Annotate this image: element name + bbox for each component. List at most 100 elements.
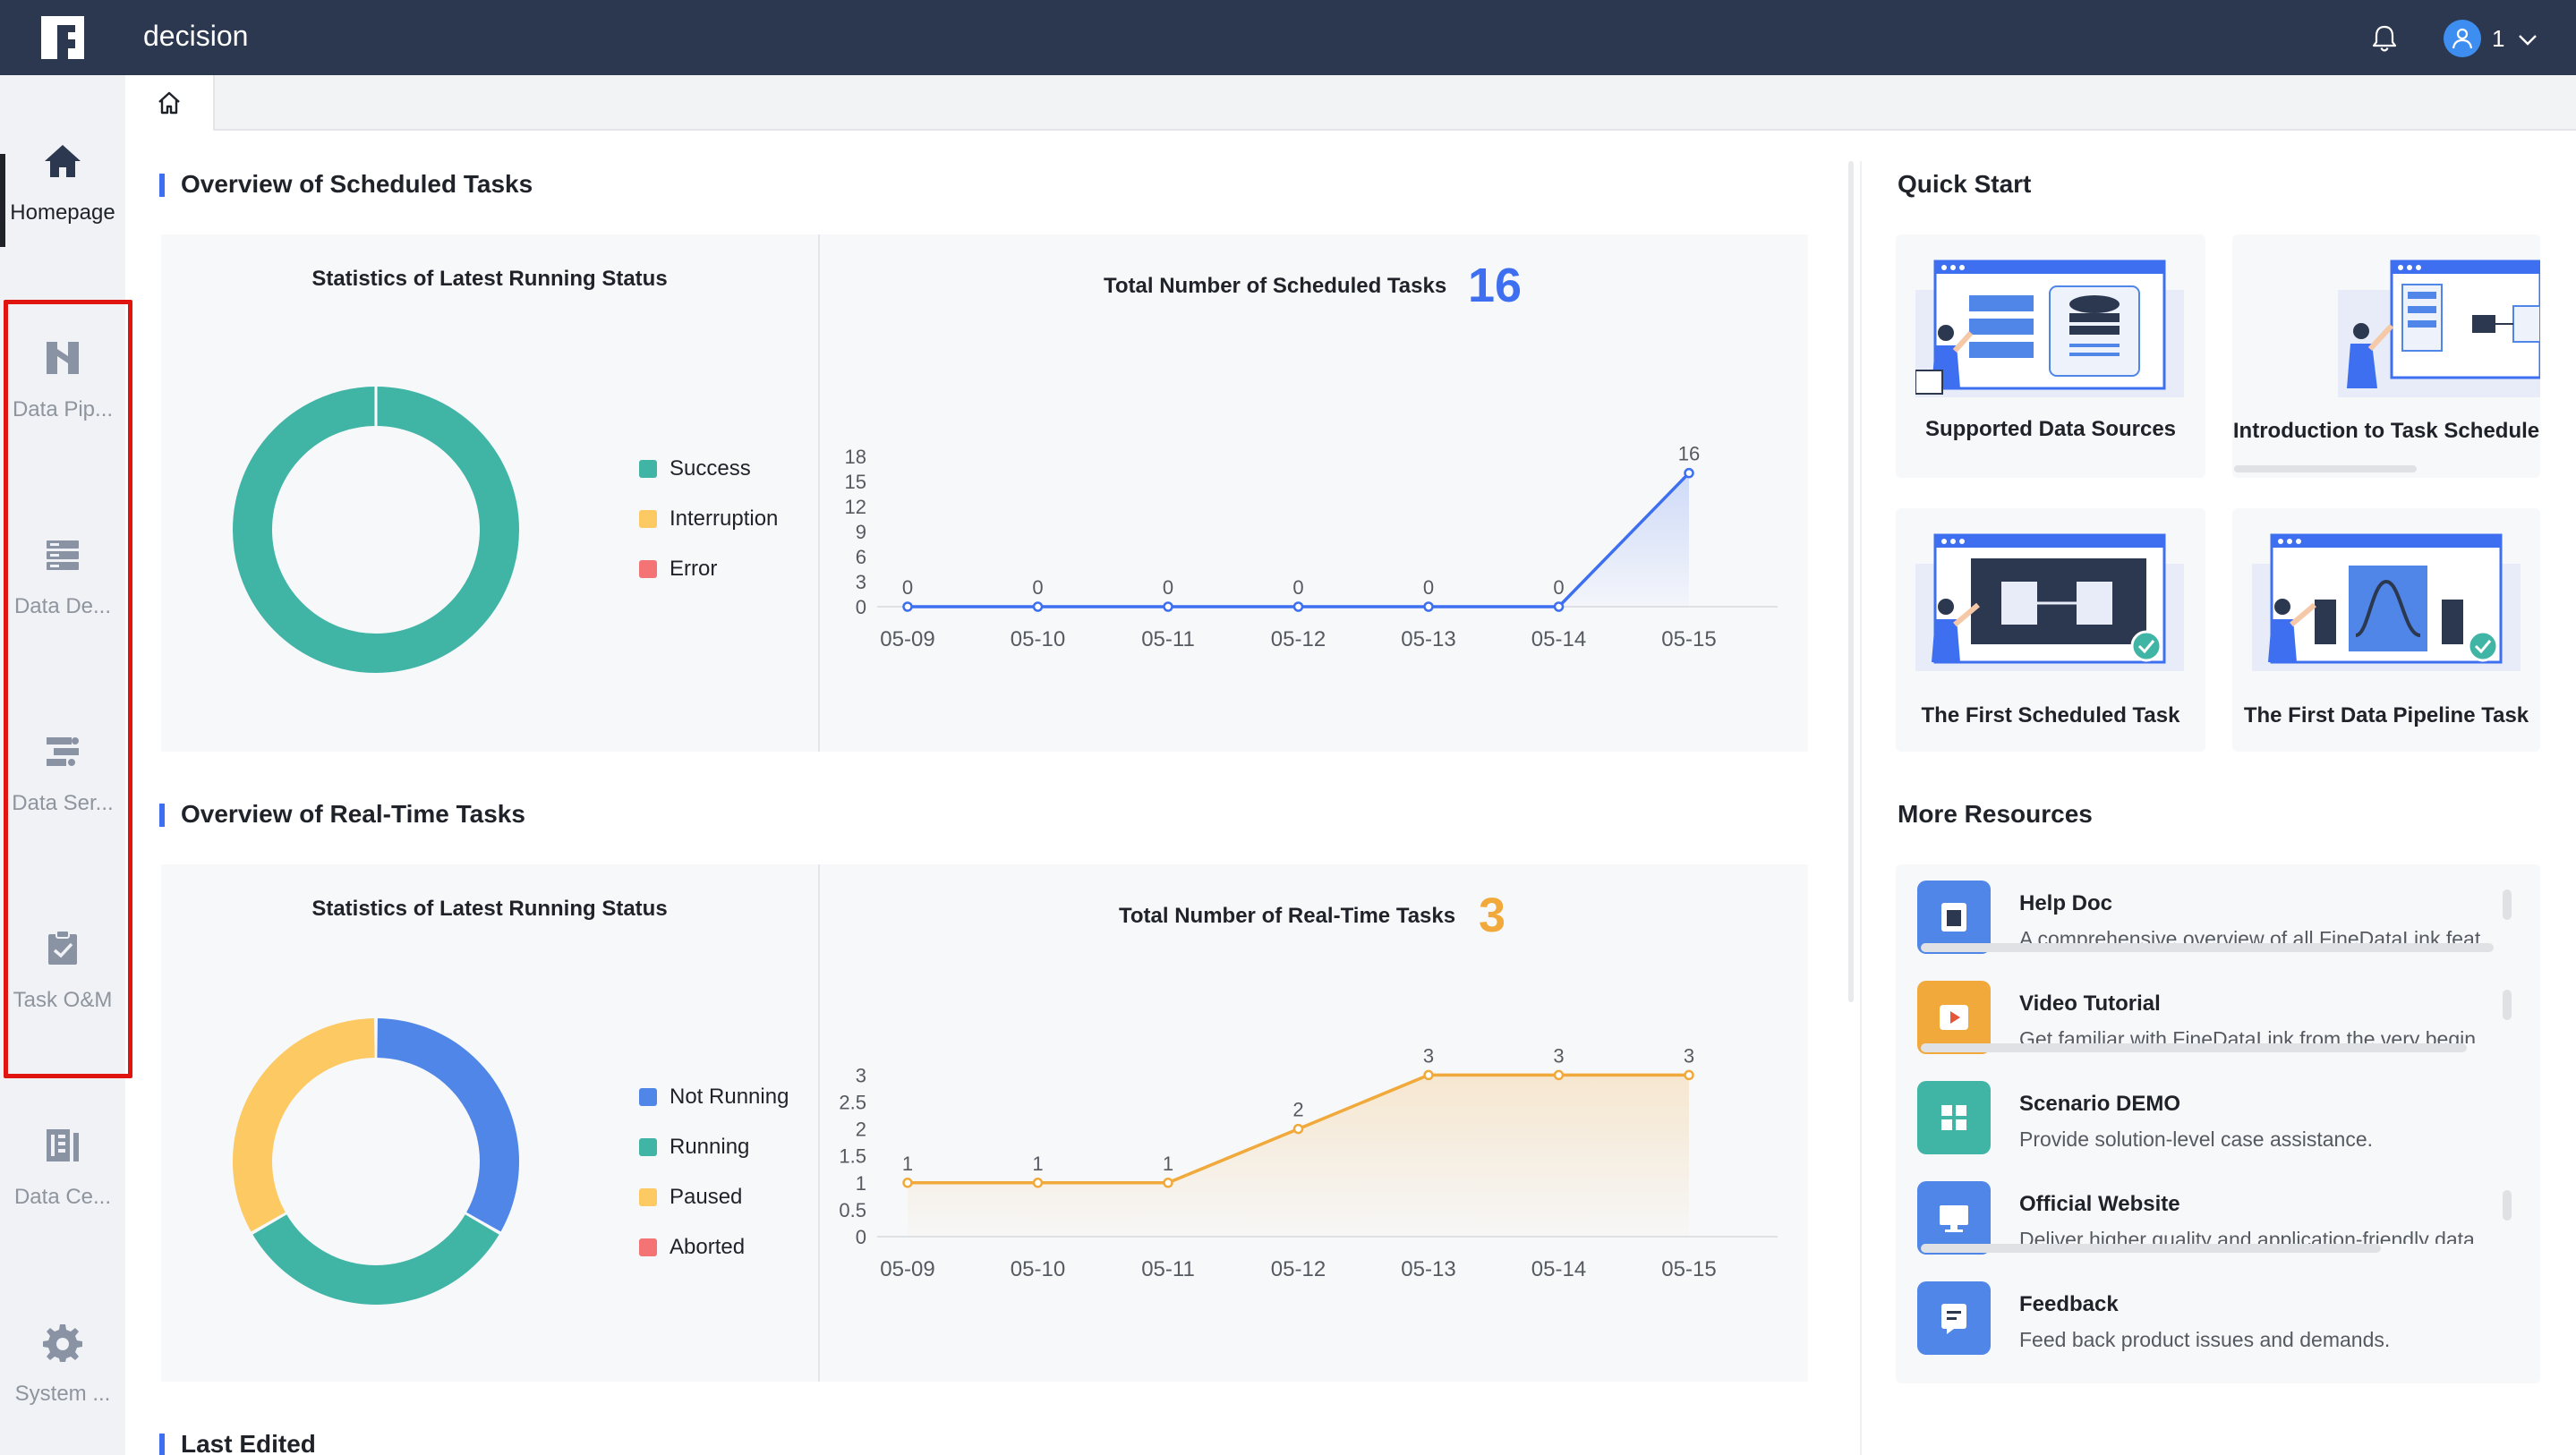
resource-title: Official Website: [2019, 1192, 2180, 1216]
legend-item-paused[interactable]: Paused: [639, 1185, 742, 1210]
donut-slice: [233, 387, 519, 673]
x-tick-label: 05-14: [1531, 1257, 1586, 1281]
data-point: [1553, 1069, 1565, 1081]
realtime-total-value: 3: [1479, 889, 1506, 942]
resource-title: Feedback: [2019, 1292, 2119, 1316]
resource-item-official-website[interactable]: Official Website Deliver higher quality …: [1896, 1165, 2540, 1265]
column-divider: [1860, 161, 1862, 1455]
data-point: [1163, 601, 1173, 612]
legend-swatch: [639, 1188, 657, 1206]
quick-start-card-first-pipeline-task[interactable]: The First Data Pipeline Task: [2232, 508, 2540, 752]
x-tick-label: 05-09: [880, 1257, 934, 1281]
data-point: [1163, 1178, 1173, 1188]
video-icon: [1917, 981, 1991, 1054]
realtime-panel: Statistics of Latest Running Status Not …: [161, 864, 1808, 1382]
quick-start-card-label: Introduction to Task Schedule: [2232, 419, 2540, 443]
legend-swatch: [639, 1138, 657, 1156]
grid-glyph: [1941, 1105, 1966, 1130]
donut-slice: [252, 1214, 499, 1305]
scheduled-line-chart: 0 3 6 9 12 15 18 05-09 05-10 05-11 05-12 05-13 05-14…: [845, 443, 1778, 651]
data-sources-illustration: [1915, 260, 2184, 397]
legend-label: Error: [670, 557, 718, 581]
data-point: [1684, 467, 1694, 479]
data-point: [1553, 601, 1565, 612]
quick-start-card-first-scheduled-task[interactable]: The First Scheduled Task: [1896, 508, 2205, 752]
sidebar-item-system[interactable]: System ...: [0, 1256, 125, 1435]
y-tick-label: 12: [845, 496, 866, 518]
logo-icon: [41, 16, 84, 59]
data-point: [1423, 1069, 1434, 1081]
data-label: 1: [902, 1153, 913, 1175]
y-tick-label: 9: [856, 521, 866, 543]
app-logo[interactable]: [0, 0, 125, 75]
resource-scrollbar-vertical[interactable]: [2503, 1190, 2512, 1221]
legend-swatch: [639, 1088, 657, 1106]
quick-start-card-data-sources[interactable]: Supported Data Sources: [1896, 234, 2205, 478]
legend-swatch: [639, 1238, 657, 1256]
bell-icon[interactable]: [2368, 21, 2401, 54]
legend-swatch: [639, 460, 657, 478]
section-title-last-edited: Last Edited: [159, 1430, 316, 1455]
legend-label: Interruption: [670, 506, 779, 531]
legend-item-running[interactable]: Running: [639, 1135, 749, 1160]
resource-item-feedback[interactable]: Feedback Feed back product issues and de…: [1896, 1265, 2540, 1366]
x-tick-label: 05-11: [1141, 1257, 1195, 1281]
resource-scrollbar[interactable]: [1921, 1244, 2381, 1253]
legend-label: Paused: [670, 1185, 743, 1209]
sidebar-item-data-development[interactable]: Data De...: [0, 469, 125, 648]
y-tick-label: 3: [856, 1064, 866, 1086]
chevron-down-icon[interactable]: [2515, 27, 2540, 52]
legend-item-not-running[interactable]: Not Running: [639, 1085, 789, 1110]
resource-scrollbar[interactable]: [1921, 1043, 2467, 1052]
legend-label: Success: [670, 456, 751, 481]
user-avatar[interactable]: [2444, 20, 2481, 57]
data-development-icon: [47, 540, 79, 570]
sidebar-item-task-om[interactable]: Task O&M: [0, 863, 125, 1042]
card-scrollbar[interactable]: [2234, 465, 2417, 472]
resource-scrollbar[interactable]: [1921, 943, 2494, 952]
quick-start-card-task-schedule[interactable]: Introduction to Task Schedule: [2232, 234, 2540, 478]
user-icon: [2452, 28, 2473, 49]
main-scrollbar[interactable]: [1848, 161, 1854, 1002]
x-tick-label: 05-10: [1011, 1257, 1065, 1281]
sidebar-item-data-pipeline[interactable]: Data Pip...: [0, 272, 125, 451]
donut-chart-slices: [233, 1018, 519, 1305]
legend-label: Aborted: [670, 1235, 746, 1259]
legend-label: Running: [670, 1135, 750, 1159]
video-glyph: [1940, 1005, 1968, 1030]
legend-item-error[interactable]: Error: [639, 557, 717, 582]
resource-item-scenario-demo[interactable]: Scenario DEMO Provide solution-level cas…: [1896, 1065, 2540, 1165]
legend-item-success[interactable]: Success: [639, 456, 751, 481]
data-point: [1292, 1123, 1304, 1135]
task-om-icon: [48, 930, 77, 965]
resource-description: Feed back product issues and demands.: [2019, 1328, 2391, 1351]
monitor-glyph: [1940, 1205, 1968, 1232]
sidebar-item-data-service[interactable]: Data Ser...: [0, 666, 125, 845]
data-label: 2: [1292, 1099, 1303, 1121]
resource-item-video-tutorial[interactable]: Video Tutorial Get familiar with FineDat…: [1896, 965, 2540, 1065]
sidebar-item-label: System ...: [14, 1382, 111, 1406]
sidebar-item-data-center[interactable]: Data Ce...: [0, 1059, 125, 1238]
donut-chart-slices: [233, 387, 519, 673]
data-label: 3: [1423, 1044, 1434, 1067]
resource-scrollbar-vertical[interactable]: [2503, 889, 2512, 920]
feedback-glyph: [1941, 1304, 1966, 1334]
data-label: 0: [902, 576, 913, 599]
resource-item-help-doc[interactable]: Help Doc A comprehensive overview of all…: [1896, 864, 2540, 965]
legend-item-aborted[interactable]: Aborted: [639, 1235, 745, 1260]
y-tick-label: 2: [856, 1119, 866, 1141]
y-tick-label: 1: [856, 1172, 866, 1195]
x-tick-label: 05-15: [1661, 627, 1716, 651]
x-tick-label: 05-13: [1401, 1257, 1455, 1281]
x-tick-label: 05-10: [1011, 627, 1065, 651]
scenario-demo-icon: [1917, 1081, 1991, 1154]
sidebar-item-homepage[interactable]: Homepage: [0, 75, 125, 254]
data-label: 3: [1684, 1044, 1694, 1067]
quick-start-card-label: The First Data Pipeline Task: [2243, 703, 2529, 728]
user-name[interactable]: 1: [2492, 25, 2505, 52]
tab-home[interactable]: [125, 75, 215, 131]
data-point: [1032, 601, 1044, 612]
data-point: [1423, 601, 1434, 612]
legend-item-interruption[interactable]: Interruption: [639, 506, 778, 532]
resource-scrollbar-vertical[interactable]: [2503, 990, 2512, 1020]
